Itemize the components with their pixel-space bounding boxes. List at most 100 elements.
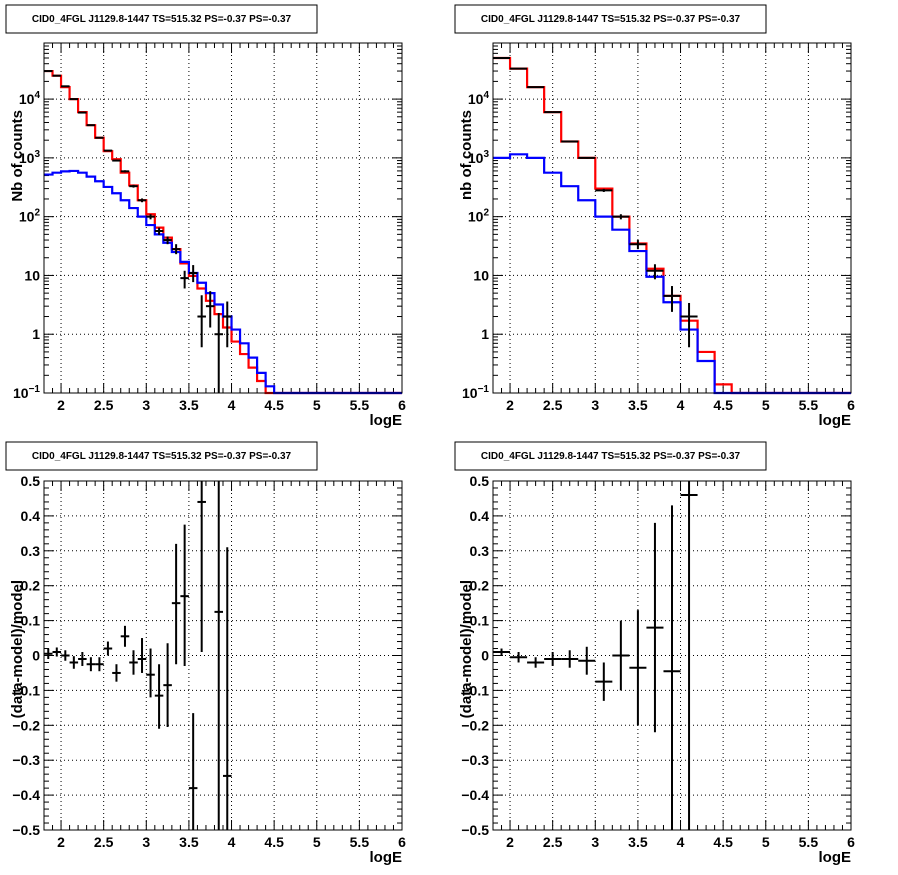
plot-grid <box>44 43 402 393</box>
data-point <box>171 244 181 255</box>
plot-grid <box>493 43 851 393</box>
data-point <box>69 656 79 669</box>
series-line-2 <box>44 169 402 395</box>
x-tick-label: 2.5 <box>543 834 563 850</box>
x-axis-title: logE <box>370 412 403 429</box>
y-tick-label: 10−1 <box>13 384 40 401</box>
data-point <box>663 286 681 312</box>
x-tick-label: 5 <box>313 397 321 413</box>
y-tick-label: 0 <box>481 648 489 664</box>
y-tick-label: −0.3 <box>461 752 489 768</box>
data-point <box>52 74 62 77</box>
data-point <box>61 650 70 661</box>
x-axis-title: logE <box>819 412 852 429</box>
y-tick-label: 10 <box>24 267 40 283</box>
y-tick-label: 0.1 <box>470 613 490 629</box>
data-points <box>493 481 698 830</box>
x-tick-label: 2.5 <box>94 397 114 413</box>
data-point <box>146 648 155 698</box>
data-point <box>561 650 579 668</box>
y-tick-label: 0.4 <box>21 508 41 524</box>
chart-panel-1: 2 2.5 3 3.5 4 4.5 5 5.5 610−1110102103104logENb … <box>5 4 406 429</box>
plot-frame <box>492 480 852 831</box>
chart-title: CID0_4FGL J1129.8-1447 TS=515.32 PS=-0.3… <box>481 451 741 462</box>
y-tick-label: 0.3 <box>470 543 490 559</box>
data-point <box>493 648 511 656</box>
x-tick-label: 6 <box>847 834 855 850</box>
data-point <box>112 159 121 162</box>
data-point <box>578 156 596 159</box>
data-point <box>120 170 130 173</box>
y-tick-label: −0.1 <box>461 682 489 698</box>
data-point <box>197 295 206 348</box>
x-axis-title: logE <box>819 849 852 866</box>
y-tick-label: 102 <box>19 208 41 225</box>
data-point <box>129 650 138 675</box>
y-tick-label: 10 <box>473 267 489 283</box>
plot-frame <box>43 480 403 831</box>
data-point <box>163 643 172 728</box>
data-point <box>612 620 630 691</box>
chart-panel-4: 2 2.5 3 3.5 4 4.5 5 5.5 6 −0.5 −0.4 −0.3 −0.2 −0.1 0 0.… <box>454 441 855 866</box>
y-tick-label: 102 <box>468 208 490 225</box>
data-point <box>103 149 113 152</box>
data-point <box>78 652 87 666</box>
data-point <box>86 124 96 127</box>
y-tick-label: −0.2 <box>12 717 40 733</box>
data-point <box>129 184 138 188</box>
y-tick-label: 0.3 <box>21 543 41 559</box>
x-tick-label: 2.5 <box>94 834 114 850</box>
data-point <box>154 227 164 235</box>
y-tick-label: 1 <box>481 326 489 342</box>
data-point <box>595 662 613 701</box>
data-point <box>120 625 130 647</box>
data-point <box>44 70 53 73</box>
x-tick-label: 3 <box>591 397 599 413</box>
y-tick-label: 0.5 <box>470 473 490 489</box>
y-tick-label: 0.1 <box>21 613 41 629</box>
data-point <box>44 648 53 659</box>
y-axis-title: (data-model)/model <box>9 580 26 718</box>
data-point <box>646 264 664 280</box>
x-tick-label: 3 <box>142 397 150 413</box>
plot-frame <box>492 42 852 394</box>
x-axis-title: logE <box>370 849 403 866</box>
data-point <box>154 664 164 729</box>
y-tick-label: −0.5 <box>461 822 489 838</box>
x-tick-label: 4.5 <box>264 397 284 413</box>
data-point <box>69 98 79 101</box>
data-point <box>137 198 147 203</box>
x-tick-label: 5 <box>313 834 321 850</box>
data-point <box>103 641 113 656</box>
data-point <box>95 136 104 139</box>
y-tick-label: 0.2 <box>21 578 41 594</box>
data-point <box>95 657 104 672</box>
y-tick-label: 10−1 <box>462 384 489 401</box>
data-point <box>188 265 198 283</box>
x-tick-label: 4.5 <box>713 834 733 850</box>
data-point <box>646 522 664 733</box>
data-point <box>146 214 155 220</box>
x-tick-label: 2 <box>506 834 514 850</box>
data-point <box>112 664 121 682</box>
chart-panel-3: 2 2.5 3 3.5 4 4.5 5 5.5 6 −0.5 −0.4 −0.3 −0.2 −0.1 0 0.… <box>5 441 406 866</box>
data-points <box>493 57 698 348</box>
data-point <box>61 85 70 88</box>
x-tick-label: 3 <box>591 834 599 850</box>
y-axis-title: (data-model)/model <box>458 580 475 718</box>
series-line-2 <box>493 153 851 395</box>
y-axis-title: Nb of counts <box>9 110 26 202</box>
data-point <box>663 505 681 830</box>
x-tick-label: 2.5 <box>543 397 563 413</box>
data-points <box>44 481 232 830</box>
data-point <box>78 111 87 114</box>
data-point <box>52 647 62 657</box>
x-tick-label: 6 <box>398 397 406 413</box>
chart-title: CID0_4FGL J1129.8-1447 TS=515.32 PS=-0.3… <box>32 451 292 462</box>
x-tick-label: 4 <box>228 397 236 413</box>
x-tick-label: 3.5 <box>628 834 648 850</box>
chart-title-box <box>454 441 767 471</box>
y-tick-label: −0.1 <box>12 682 40 698</box>
data-point <box>680 481 698 830</box>
y-tick-label: −0.5 <box>12 822 40 838</box>
